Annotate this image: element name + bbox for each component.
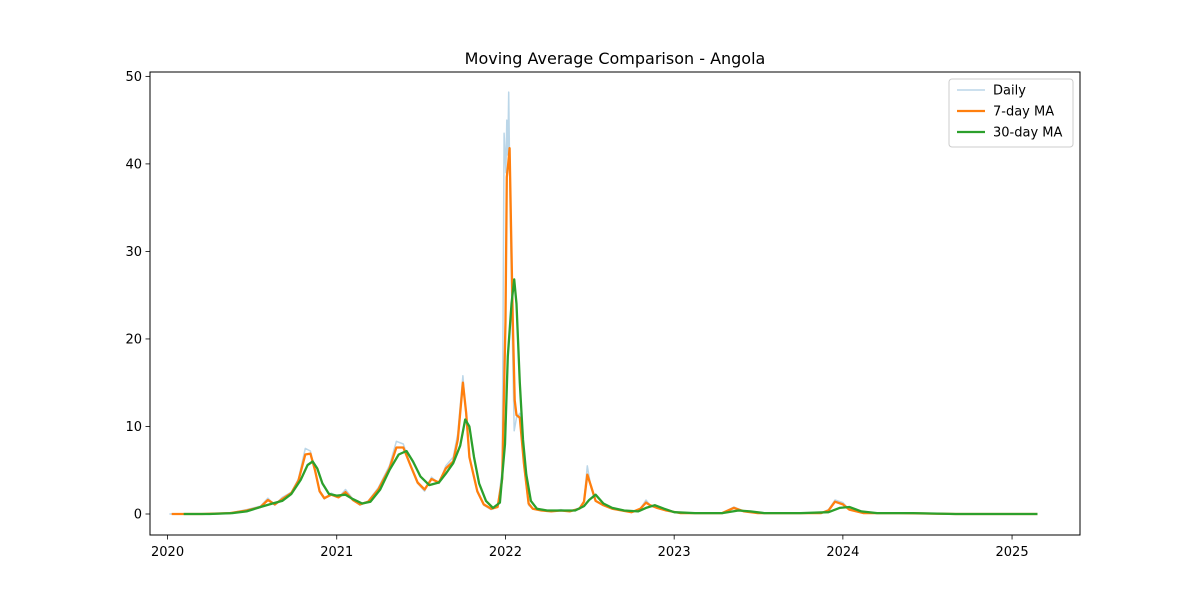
x-tick-label: 2024 [826,545,859,560]
plot-frame [149,71,1081,536]
legend-box [948,78,1074,148]
legend-label-2: 30-day MA [993,126,1062,141]
y-axis: 0 10 20 30 40 50 [125,70,150,522]
y-tick-label: 40 [125,157,142,172]
x-tick-label: 2020 [151,545,184,560]
legend-label-0: Daily [993,84,1026,99]
y-tick-label: 30 [125,245,142,260]
chart-title: Moving Average Comparison - Angola [465,49,766,68]
series-layer [169,91,1038,516]
y-tick-label: 10 [125,420,142,435]
x-axis: 2020 2021 2022 2023 2024 2025 [151,535,1029,560]
x-tick-label: 2022 [489,545,522,560]
legend: Daily 7-day MA 30-day MA [948,78,1074,148]
legend-label-1: 7-day MA [993,105,1054,120]
x-tick-label: 2023 [658,545,691,560]
plot-background [150,72,1080,535]
x-tick-label: 2021 [320,545,353,560]
x-tick-label: 2025 [996,545,1029,560]
series-line-2 [183,278,1038,516]
y-tick-label: 50 [125,70,142,85]
y-tick-label: 0 [134,507,142,522]
y-tick-label: 20 [125,332,142,347]
plot-area [149,71,1081,536]
